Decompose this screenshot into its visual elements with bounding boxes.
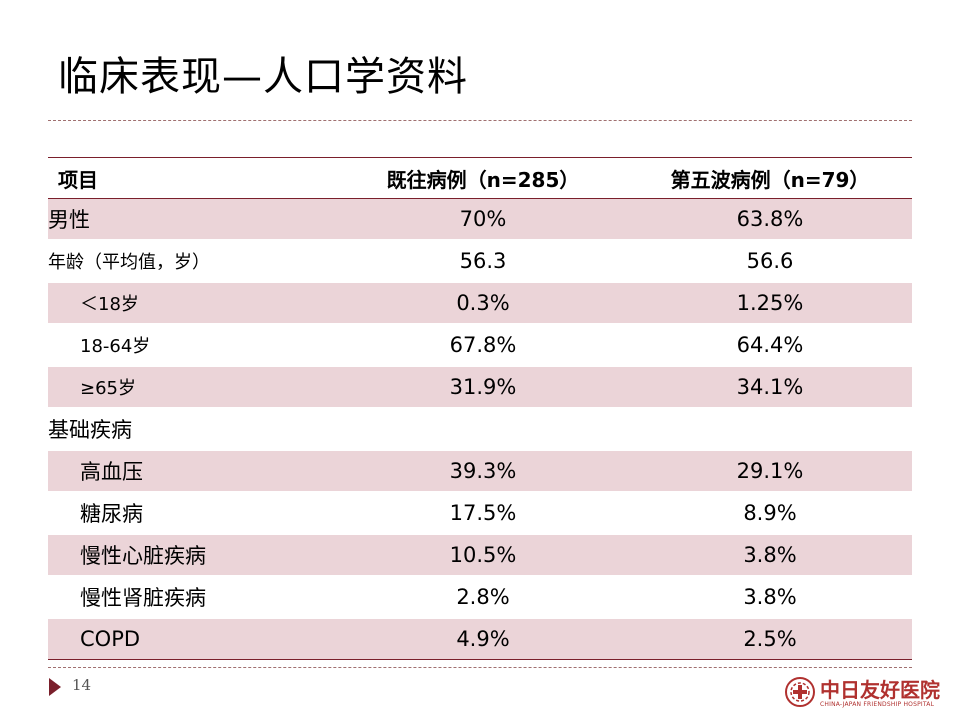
row-value-fifth-wave: 63.8% — [628, 198, 912, 241]
demographics-table: 项目 既往病例（n=285） 第五波病例（n=79） 男性 70% 63.8% … — [48, 157, 912, 660]
row-value-fifth-wave: 64.4% — [628, 324, 912, 367]
table-row: 18-64岁 67.8% 64.4% — [48, 324, 912, 367]
row-value-fifth-wave: 1.25% — [628, 282, 912, 325]
row-value-previous: 31.9% — [338, 366, 628, 409]
row-value-previous: 56.3 — [338, 240, 628, 283]
table-row: 慢性肾脏疾病 2.8% 3.8% — [48, 576, 912, 619]
hospital-emblem-icon — [785, 677, 815, 707]
row-label: 年龄（平均值，岁） — [48, 240, 338, 283]
row-value-fifth-wave — [628, 408, 912, 451]
row-value-previous: 4.9% — [338, 618, 628, 660]
row-value-fifth-wave: 34.1% — [628, 366, 912, 409]
header-item: 项目 — [58, 167, 98, 192]
hospital-name-en: CHINA-JAPAN FRIENDSHIP HOSPITAL — [820, 701, 935, 708]
row-label: 基础疾病 — [48, 408, 338, 451]
row-value-fifth-wave: 3.8% — [628, 576, 912, 619]
row-label: 男性 — [48, 198, 338, 241]
row-value-previous: 70% — [338, 198, 628, 241]
row-value-previous: 2.8% — [338, 576, 628, 619]
row-value-previous — [338, 408, 628, 451]
hospital-name: 中日友好医院 — [820, 678, 940, 702]
arrow-right-icon — [49, 678, 61, 696]
page-number: 14 — [72, 676, 92, 694]
row-value-fifth-wave: 8.9% — [628, 492, 912, 535]
row-label: 高血压 — [48, 450, 338, 493]
header-previous-cases: 既往病例（n=285） — [386, 167, 580, 192]
row-label: 慢性心脏疾病 — [48, 534, 338, 577]
row-value-fifth-wave: 56.6 — [628, 240, 912, 283]
row-label: 糖尿病 — [48, 492, 338, 535]
table-header-row: 项目 既往病例（n=285） 第五波病例（n=79） — [48, 157, 912, 199]
row-value-previous: 67.8% — [338, 324, 628, 367]
table-row: 慢性心脏疾病 10.5% 3.8% — [48, 534, 912, 577]
table-row: COPD 4.9% 2.5% — [48, 618, 912, 660]
header-fifth-wave-cases: 第五波病例（n=79） — [670, 167, 870, 192]
row-label: ＜18岁 — [48, 282, 338, 325]
row-value-previous: 17.5% — [338, 492, 628, 535]
row-value-fifth-wave: 3.8% — [628, 534, 912, 577]
row-value-previous: 0.3% — [338, 282, 628, 325]
row-value-previous: 39.3% — [338, 450, 628, 493]
row-label: COPD — [48, 618, 338, 660]
row-value-previous: 10.5% — [338, 534, 628, 577]
row-value-fifth-wave: 29.1% — [628, 450, 912, 493]
table-row: 高血压 39.3% 29.1% — [48, 450, 912, 493]
row-label: ≥65岁 — [48, 366, 338, 409]
table-row: 年龄（平均值，岁） 56.3 56.6 — [48, 240, 912, 283]
table-row: 糖尿病 17.5% 8.9% — [48, 492, 912, 535]
row-value-fifth-wave: 2.5% — [628, 618, 912, 660]
slide-title: 临床表现—人口学资料 — [58, 54, 468, 100]
hospital-logo: 中日友好医院 CHINA-JAPAN FRIENDSHIP HOSPITAL — [780, 672, 940, 716]
table-row: 基础疾病 — [48, 408, 912, 451]
row-label: 慢性肾脏疾病 — [48, 576, 338, 619]
table-row: 男性 70% 63.8% — [48, 198, 912, 241]
row-label: 18-64岁 — [48, 324, 338, 367]
top-divider — [48, 120, 912, 121]
table-row: ≥65岁 31.9% 34.1% — [48, 366, 912, 409]
bottom-divider — [48, 667, 912, 668]
table-row: ＜18岁 0.3% 1.25% — [48, 282, 912, 325]
